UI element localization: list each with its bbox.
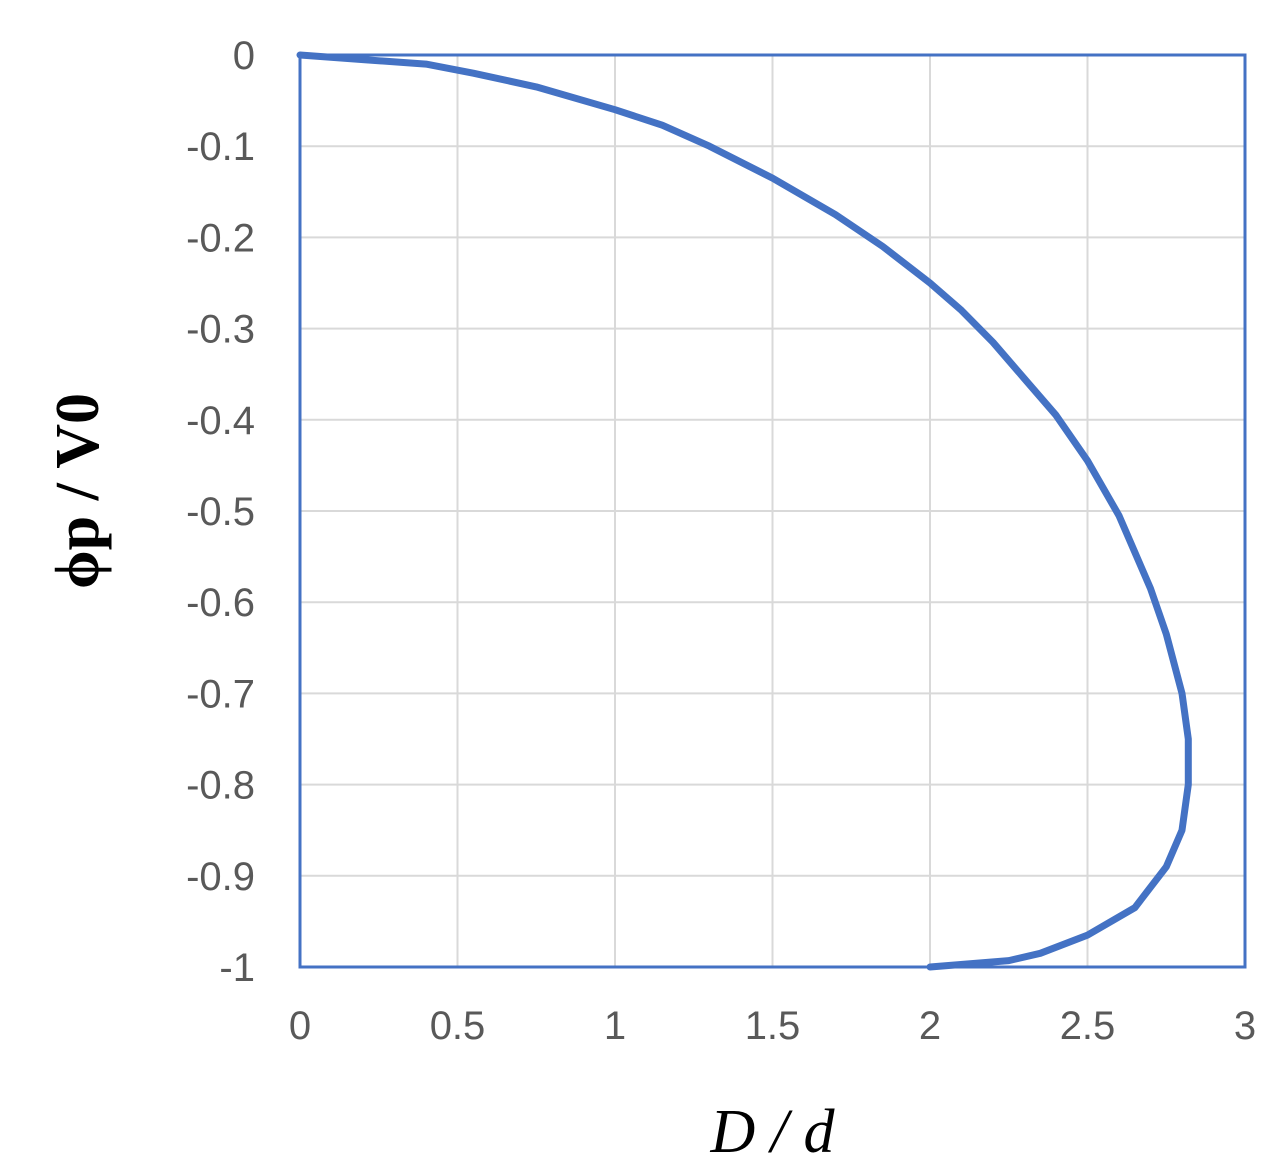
plot-area-frame (298, 53, 1247, 969)
y-tick-label: -0.2 (186, 216, 255, 260)
y-tick-label: -0.3 (186, 308, 255, 352)
y-axis-tick-labels: 0 -0.1 -0.2 -0.3 -0.4 -0.5 -0.6 -0.7 -0.8 -0.9 -1 (186, 34, 255, 990)
x-tick-label: 1.5 (745, 1004, 801, 1048)
x-tick-label: 3 (1234, 1004, 1256, 1048)
x-axis-tick-labels: 0 0.5 1 1.5 2 2.5 3 (289, 1004, 1256, 1048)
y-tick-label: -0.4 (186, 399, 255, 443)
y-tick-label: -0.6 (186, 581, 255, 625)
y-tick-label: 0 (233, 34, 255, 78)
x-tick-label: 0.5 (430, 1004, 486, 1048)
x-tick-label: 2 (919, 1004, 941, 1048)
grid-lines (299, 54, 1246, 968)
y-tick-label: -0.1 (186, 125, 255, 169)
x-tick-label: 2.5 (1060, 1004, 1116, 1048)
data-line (296, 51, 1192, 971)
y-axis-title: ϕp / V0 (44, 393, 112, 589)
y-tick-label: -0.5 (186, 490, 255, 534)
y-tick-label: -1 (219, 946, 255, 990)
x-tick-label: 0 (289, 1004, 311, 1048)
y-tick-label: -0.9 (186, 855, 255, 899)
x-tick-label: 1 (604, 1004, 626, 1048)
y-tick-label: -0.7 (186, 672, 255, 716)
y-tick-label: -0.8 (186, 764, 255, 808)
x-axis-title: D / d (710, 1098, 836, 1166)
